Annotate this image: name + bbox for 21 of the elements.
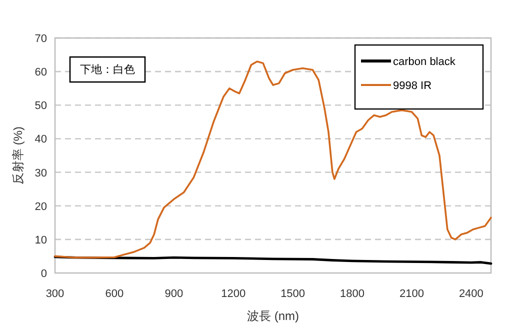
x-tick-label: 600 [105, 288, 124, 300]
x-tick-label: 1200 [221, 288, 246, 300]
x-tick-label: 1500 [280, 288, 306, 300]
y-tick-label: 20 [34, 200, 47, 213]
annotation: 下地：白色 [80, 63, 135, 76]
y-tick-label: 50 [34, 100, 47, 112]
y-axis-title: 反射率 (%) [11, 126, 25, 184]
y-tick-label: 30 [34, 167, 47, 180]
legend-label: 9998 IR [393, 80, 432, 92]
y-tick-label: 0 [40, 268, 47, 280]
y-tick-label: 60 [34, 66, 47, 79]
x-tick-label: 900 [164, 288, 184, 300]
y-tick-label: 10 [34, 234, 47, 246]
x-tick-label: 2100 [399, 288, 424, 300]
legend-label: carbon black [393, 56, 456, 68]
x-tick-label: 300 [46, 288, 64, 300]
x-tick-label: 2400 [458, 288, 484, 300]
x-tick-label: 1800 [340, 288, 365, 300]
x-axis-title: 波長 (nm) [247, 309, 299, 323]
y-tick-label: 70 [34, 33, 47, 45]
y-tick-label: 40 [34, 134, 47, 146]
